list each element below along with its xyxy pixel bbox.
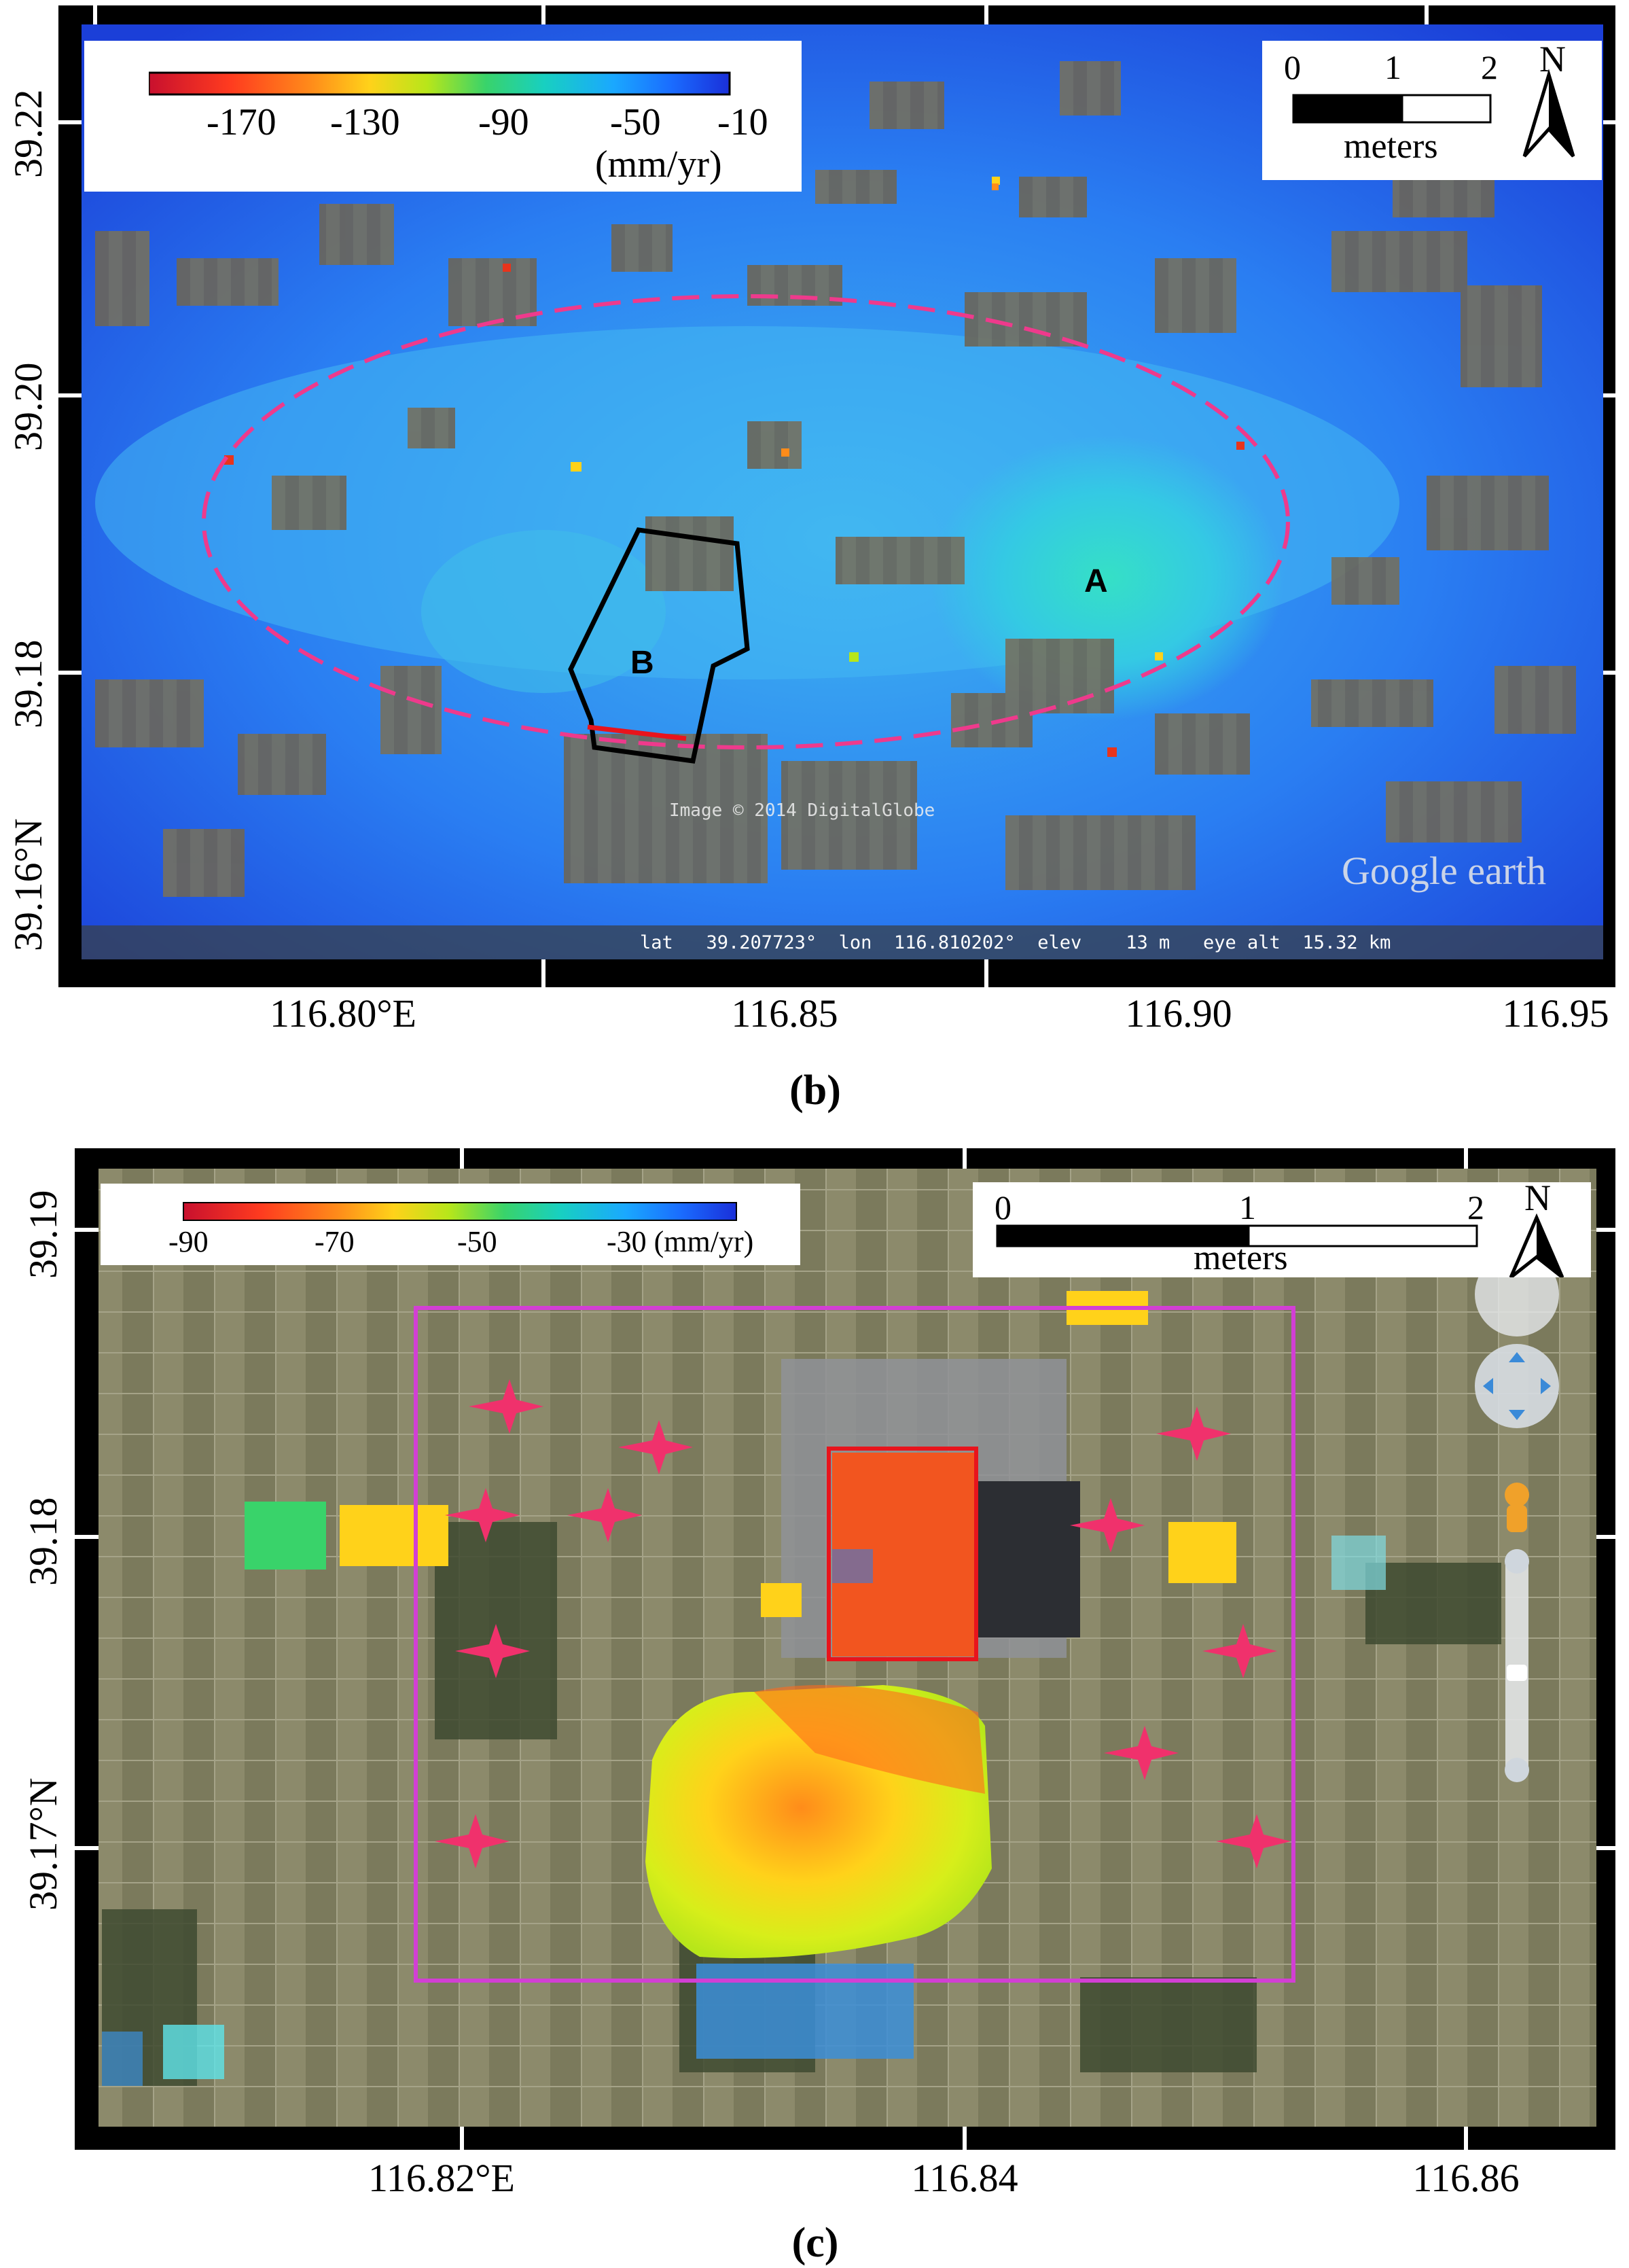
scalebar-c: 0 1 2 meters N [973,1177,1591,1277]
lat-label-c-1: 39.19 [21,1190,65,1279]
scalebar-b-unit: meters [1344,127,1438,166]
profile-line [587,724,687,741]
colorbar-legend-b: -170 -130 -90 -50 -10 (mm/yr) [84,41,802,192]
region-a-label: A [1084,563,1108,599]
industrial-boundary [827,1447,978,1661]
zoom-out-icon [1505,1758,1529,1782]
marker-star-icon [455,1624,530,1678]
lon-label-c-1: 116.82°E [368,2156,515,2200]
scalebar-b: 0 1 2 meters N [1262,39,1602,180]
marker-star-icon [1202,1624,1277,1678]
scalebar-c-2: 2 [1467,1188,1484,1226]
colorbar-c-tick-2: -70 [315,1225,355,1258]
colorbar-c-tick-1: -90 [168,1225,209,1258]
lon-label-b-4: 116.95 [1502,991,1609,1035]
lat-label-b-2: 39.20 [6,362,50,452]
marker-star-icon [1156,1406,1231,1461]
caption-b: (b) [789,1067,841,1114]
marker-star-icon [1104,1726,1179,1780]
subsidence-ellipse [202,294,1290,749]
region-b-label: B [630,645,654,681]
colorbar-legend-c: -90 -70 -50 -30 (mm/yr) [101,1184,800,1265]
scalebar-b-2: 2 [1481,48,1498,86]
colorbar-b-unit: (mm/yr) [595,143,722,185]
gps-station-markers [435,1379,1291,1868]
north-arrow-c-icon [1509,1213,1564,1277]
colorbar-b-tick-1: -170 [207,101,276,143]
marker-star-icon [435,1814,509,1868]
marker-star-icon [1216,1814,1291,1868]
lon-label-c-2: 116.84 [911,2156,1018,2200]
north-arrow-b-icon [1522,69,1575,158]
marker-star-icon [469,1379,543,1434]
marker-star-icon [1070,1498,1145,1553]
scalebar-c-unit: meters [1194,1239,1288,1277]
marker-star-icon [567,1488,642,1542]
lon-label-c-3: 116.86 [1412,2156,1520,2200]
panel-c-map: -90 -70 -50 -30 (mm/yr) 0 1 2 meters N 3… [0,1128,1629,2268]
panel-b-map: -170 -130 -90 -50 -10 (mm/yr) 0 1 2 mete… [0,0,1629,1114]
pan-control-icon [1475,1344,1559,1428]
lat-label-c-2: 39.18 [21,1497,65,1587]
lat-label-b-4: 39.16°N [6,818,50,951]
marker-star-icon [445,1488,520,1542]
colorbar-c-tick-4: -30 (mm/yr) [607,1225,754,1258]
lat-label-c-3: 39.17°N [21,1777,65,1911]
colorbar-c [183,1202,737,1221]
north-c-label: N [1524,1177,1551,1218]
imagery-watermark: Image © 2014 DigitalGlobe [669,800,935,821]
lon-label-b-2: 116.85 [731,991,838,1035]
street-view-icon [1505,1483,1529,1507]
google-earth-logo: Google earth [1342,849,1547,893]
lat-label-b-3: 39.18 [6,639,50,729]
north-b-label: N [1539,39,1566,79]
lat-label-b-1: 39.22 [6,89,50,179]
lon-label-b-3: 116.90 [1125,991,1232,1035]
scalebar-c-0: 0 [995,1188,1012,1226]
colorbar-c-tick-3: -50 [457,1225,497,1258]
colorbar-b-tick-2: -130 [330,101,400,143]
study-area-boundary [414,1306,1295,1983]
lon-label-b-1: 116.80°E [270,991,416,1035]
status-bar: lat 39.207723° lon 116.810202° elev 13 m… [640,932,1391,953]
caption-c: (c) [791,2220,839,2266]
colorbar-b [149,71,731,96]
scalebar-b-1: 1 [1384,48,1401,86]
marker-star-icon [618,1420,693,1474]
scalebar-c-1: 1 [1239,1188,1256,1226]
colorbar-b-tick-4: -50 [610,101,661,143]
scalebar-b-0: 0 [1284,48,1301,86]
colorbar-b-tick-5: -10 [717,101,768,143]
region-b-outline [568,527,750,764]
colorbar-b-tick-3: -90 [478,101,529,143]
zoom-in-icon [1505,1549,1529,1574]
